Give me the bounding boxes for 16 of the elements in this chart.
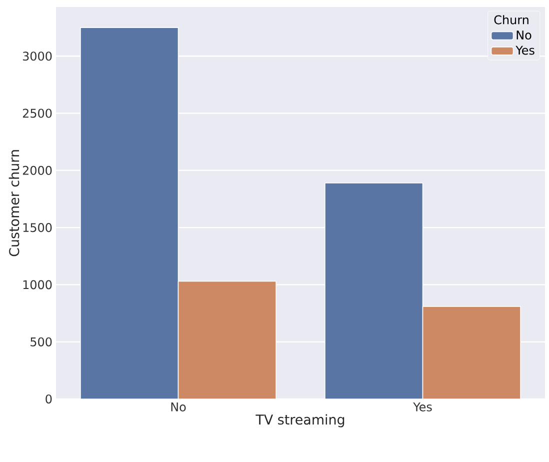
legend-label: Yes (516, 46, 534, 55)
y-tick-label: 3000 (22, 52, 52, 61)
bar (324, 182, 424, 399)
y-tick-label: 2000 (22, 166, 52, 175)
y-axis-title: Customer churn (8, 150, 20, 256)
bar (178, 280, 276, 399)
y-tick-label: 1000 (23, 280, 52, 290)
legend-title: Churn (494, 15, 528, 24)
x-axis-title: TV streaming (256, 414, 344, 428)
bar (80, 27, 179, 399)
y-tick-label: 1500 (23, 223, 52, 232)
bar (422, 306, 521, 399)
y-tick-label: 500 (30, 337, 52, 346)
y-tick-label: 2500 (22, 108, 52, 118)
legend-label: No (516, 30, 532, 40)
y-tick-label: 0 (46, 394, 52, 404)
